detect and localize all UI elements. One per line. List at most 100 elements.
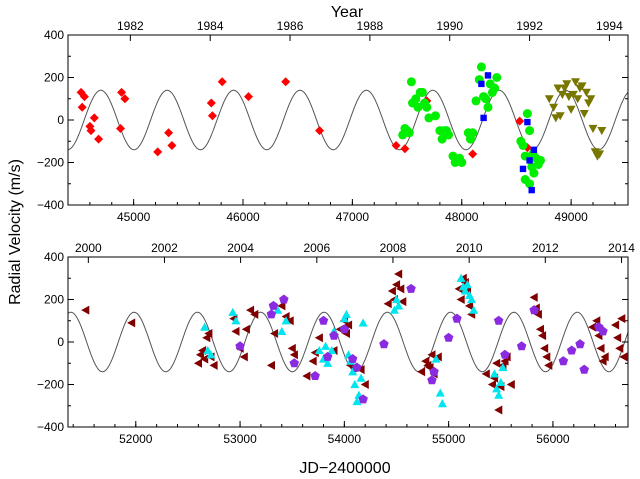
data-point (329, 330, 339, 340)
data-point (417, 367, 426, 377)
orbit-model-curve (67, 89, 629, 151)
data-point (289, 350, 298, 360)
data-point (79, 92, 89, 102)
data-point (406, 77, 416, 87)
data-point (549, 103, 559, 112)
data-point (490, 369, 499, 378)
data-point (579, 110, 589, 119)
data-point (323, 358, 333, 367)
data-point (615, 343, 624, 353)
data-point (519, 165, 527, 173)
data-point (310, 371, 320, 380)
data-point (339, 314, 349, 323)
top-axis-title: Year (331, 4, 364, 21)
y-tick-label: −200 (37, 378, 64, 392)
data-point (315, 126, 325, 136)
data-point (231, 316, 241, 325)
year-tick-label: 1990 (436, 19, 463, 33)
data-point (396, 284, 405, 294)
year-tick-label: 2000 (75, 241, 102, 255)
data-point (525, 179, 535, 189)
data-point (417, 87, 427, 97)
data-point (281, 312, 290, 321)
data-point (471, 96, 481, 106)
data-point (206, 350, 216, 359)
y-tick-label: −400 (37, 420, 64, 434)
data-point (281, 316, 291, 325)
data-point (427, 350, 436, 360)
data-point (391, 141, 401, 150)
data-point (314, 333, 323, 343)
data-point (437, 134, 447, 144)
data-point (387, 286, 396, 296)
data-point (525, 126, 535, 136)
data-point (536, 155, 545, 165)
data-point (484, 72, 492, 79)
data-point (266, 309, 277, 319)
data-point (526, 157, 533, 164)
data-point (595, 150, 605, 159)
data-point (571, 78, 580, 87)
data-point (289, 358, 299, 368)
data-point (496, 377, 506, 386)
data-point (487, 380, 496, 389)
data-point (553, 84, 563, 93)
data-point (244, 92, 253, 102)
data-point (193, 358, 202, 368)
x-tick-label: 56000 (536, 432, 570, 446)
data-point (579, 364, 589, 374)
data-point (314, 346, 324, 355)
data-point (310, 348, 319, 358)
data-point (327, 346, 337, 355)
data-point (492, 384, 502, 393)
year-tick-label: 2010 (456, 241, 483, 255)
data-point (540, 343, 549, 353)
data-point (167, 141, 177, 150)
data-point (127, 318, 136, 328)
data-point (454, 284, 463, 294)
data-point (494, 405, 503, 415)
data-point (318, 315, 329, 325)
year-tick-label: 1984 (197, 19, 224, 33)
year-tick-label: 1994 (596, 19, 623, 33)
data-point (516, 341, 527, 351)
data-point (250, 309, 259, 319)
x-tick-label: 54000 (328, 432, 362, 446)
data-point (358, 318, 368, 327)
data-point (235, 341, 245, 351)
data-point (344, 320, 353, 330)
data-point (600, 352, 609, 362)
data-point (555, 112, 565, 121)
data-point (89, 113, 99, 123)
data-point (350, 380, 360, 389)
year-tick-label: 1988 (357, 19, 384, 33)
y-tick-label: 0 (57, 113, 64, 127)
data-point (529, 292, 538, 302)
data-point (392, 295, 401, 304)
data-point (339, 324, 350, 334)
data-point (456, 295, 465, 304)
data-point (528, 186, 535, 194)
data-point (228, 307, 238, 316)
data-point (494, 390, 504, 399)
x-tick-label: 48000 (445, 210, 479, 224)
data-point (558, 356, 569, 366)
data-point (457, 158, 467, 167)
data-point (389, 305, 399, 314)
data-series-pentagon (235, 283, 608, 404)
data-point (356, 365, 365, 375)
x-tick-label: 55000 (432, 432, 466, 446)
data-point (460, 286, 470, 295)
data-series-triangle-up (200, 273, 508, 408)
data-point (207, 111, 217, 121)
plot-frame (67, 34, 629, 206)
data-point (398, 297, 407, 307)
data-point (427, 375, 437, 385)
data-point (116, 124, 125, 133)
year-tick-label: 1992 (516, 19, 543, 33)
data-point (400, 144, 410, 154)
data-point (266, 360, 275, 370)
y-tick-label: −200 (37, 156, 64, 170)
x-tick-label: 45000 (117, 210, 151, 224)
